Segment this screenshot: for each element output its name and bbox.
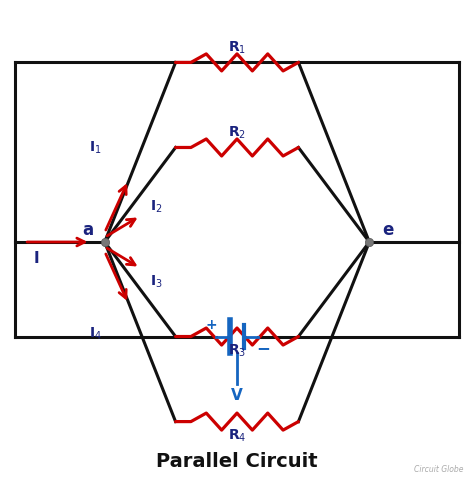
Text: e: e bbox=[383, 221, 394, 239]
Text: a: a bbox=[82, 221, 94, 239]
Text: R$_1$: R$_1$ bbox=[228, 40, 246, 57]
Text: I$_1$: I$_1$ bbox=[89, 139, 101, 156]
Text: R$_3$: R$_3$ bbox=[228, 343, 246, 359]
Text: V: V bbox=[231, 388, 243, 403]
Text: I$_2$: I$_2$ bbox=[150, 198, 163, 215]
Text: −: − bbox=[256, 339, 270, 357]
Text: I$_3$: I$_3$ bbox=[150, 274, 163, 290]
Text: Parallel Circuit: Parallel Circuit bbox=[156, 452, 318, 471]
Text: +: + bbox=[205, 318, 217, 332]
Text: I: I bbox=[33, 251, 39, 266]
Text: R$_2$: R$_2$ bbox=[228, 125, 246, 141]
Text: I$_4$: I$_4$ bbox=[89, 326, 101, 342]
Text: R$_4$: R$_4$ bbox=[228, 427, 246, 444]
Text: Circuit Globe: Circuit Globe bbox=[414, 465, 464, 473]
